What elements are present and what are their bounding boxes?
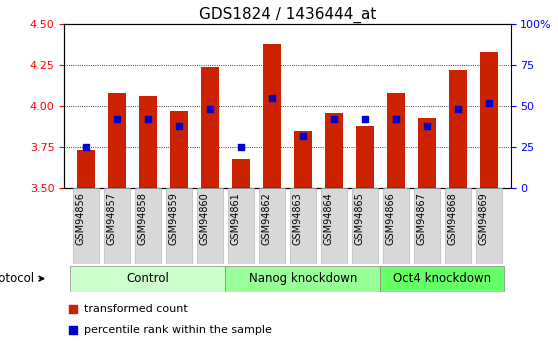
Text: GSM94865: GSM94865: [355, 192, 365, 245]
Bar: [200, 67, 219, 188]
Bar: [325, 112, 343, 188]
FancyBboxPatch shape: [166, 188, 192, 264]
Bar: [294, 131, 312, 188]
Bar: [479, 52, 498, 188]
Bar: [108, 93, 126, 188]
Point: [81, 144, 90, 150]
FancyBboxPatch shape: [290, 188, 316, 264]
Text: Oct4 knockdown: Oct4 knockdown: [393, 272, 492, 285]
Bar: [449, 70, 467, 188]
Point: [360, 116, 369, 122]
FancyBboxPatch shape: [73, 188, 99, 264]
Text: GSM94862: GSM94862: [262, 192, 272, 245]
Bar: [417, 118, 436, 188]
Text: GSM94864: GSM94864: [324, 192, 334, 245]
Text: GSM94859: GSM94859: [169, 192, 179, 245]
FancyBboxPatch shape: [381, 266, 504, 292]
Bar: [355, 126, 374, 188]
Text: GSM94857: GSM94857: [107, 192, 117, 245]
Bar: [232, 158, 250, 188]
Text: GSM94866: GSM94866: [386, 192, 396, 245]
Text: Control: Control: [127, 272, 169, 285]
Text: protocol: protocol: [0, 272, 35, 285]
Bar: [138, 96, 157, 188]
Text: percentile rank within the sample: percentile rank within the sample: [84, 325, 272, 335]
Text: GSM94861: GSM94861: [231, 192, 241, 245]
Title: GDS1824 / 1436444_at: GDS1824 / 1436444_at: [199, 7, 376, 23]
FancyBboxPatch shape: [259, 188, 285, 264]
FancyBboxPatch shape: [104, 188, 130, 264]
FancyBboxPatch shape: [134, 188, 161, 264]
Point: [391, 116, 400, 122]
FancyBboxPatch shape: [225, 266, 381, 292]
Point: [422, 123, 431, 128]
FancyBboxPatch shape: [196, 188, 223, 264]
Bar: [170, 111, 188, 188]
FancyBboxPatch shape: [70, 266, 225, 292]
Point: [112, 116, 121, 122]
Text: GSM94856: GSM94856: [76, 192, 86, 245]
Point: [454, 107, 463, 112]
Bar: [76, 150, 95, 188]
Text: GSM94869: GSM94869: [479, 192, 489, 245]
Bar: [387, 93, 405, 188]
FancyBboxPatch shape: [413, 188, 440, 264]
Bar: [263, 44, 281, 188]
FancyBboxPatch shape: [445, 188, 471, 264]
Text: GSM94858: GSM94858: [138, 192, 148, 245]
FancyBboxPatch shape: [352, 188, 378, 264]
Point: [299, 133, 307, 138]
Text: Nanog knockdown: Nanog knockdown: [249, 272, 357, 285]
FancyBboxPatch shape: [228, 188, 254, 264]
Point: [69, 328, 78, 333]
Point: [69, 306, 78, 312]
Text: GSM94867: GSM94867: [417, 192, 427, 245]
FancyBboxPatch shape: [383, 188, 409, 264]
Point: [143, 116, 152, 122]
Point: [267, 95, 276, 101]
Point: [205, 107, 214, 112]
Point: [237, 144, 246, 150]
Text: GSM94868: GSM94868: [448, 192, 458, 245]
Point: [484, 100, 493, 106]
Point: [175, 123, 184, 128]
Text: GSM94863: GSM94863: [293, 192, 303, 245]
FancyBboxPatch shape: [475, 188, 502, 264]
Point: [329, 116, 338, 122]
Text: GSM94860: GSM94860: [200, 192, 210, 245]
Text: transformed count: transformed count: [84, 304, 188, 314]
FancyBboxPatch shape: [321, 188, 347, 264]
